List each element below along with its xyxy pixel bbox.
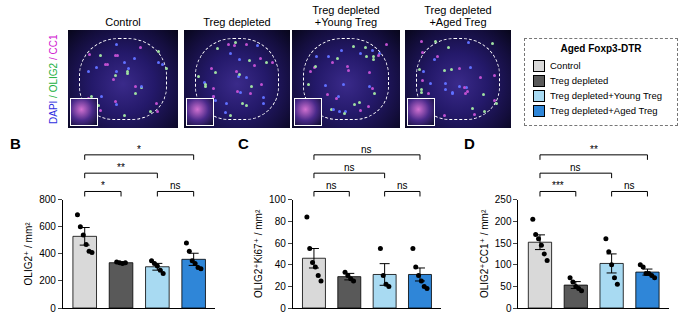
svg-text:200: 200 [495,216,512,227]
svg-text:400: 400 [39,248,56,259]
svg-text:40: 40 [275,259,287,270]
svg-text:D: D [464,135,475,152]
svg-text:**: ** [117,162,125,173]
svg-text:ns: ns [397,180,408,191]
svg-text:*: * [137,144,141,155]
svg-text:0: 0 [50,303,56,314]
svg-text:ns: ns [344,162,355,173]
svg-text:OLIG2⁺Ki67⁺ / mm²: OLIG2⁺Ki67⁺ / mm² [253,209,264,298]
svg-text:600: 600 [39,221,56,232]
html-text:Treg depleted: Treg depleted [424,4,492,16]
html-text:Treg depleted: Treg depleted [312,4,380,16]
svg-text:ns: ns [326,180,337,191]
html-text:DAPI: DAPI [48,100,59,124]
svg-text:OLIG2⁺CC1⁺ / mm²: OLIG2⁺CC1⁺ / mm² [479,209,490,298]
svg-text:ns: ns [170,180,181,191]
svg-text:20: 20 [275,281,287,292]
svg-text:**: ** [590,144,598,155]
svg-text:200: 200 [39,275,56,286]
html-text:+Young Treg: +Young Treg [314,16,378,28]
html-text:Treg depleted+Young Treg: Treg depleted+Young Treg [550,90,663,101]
svg-text:C: C [238,135,249,152]
svg-text:*: * [101,180,105,191]
svg-text:60: 60 [275,238,287,249]
svg-text:0: 0 [280,303,286,314]
svg-text:***: *** [552,180,564,191]
svg-text:ns: ns [570,162,581,173]
svg-text:ns: ns [624,180,635,191]
svg-text:100: 100 [269,194,286,205]
svg-text:50: 50 [500,281,512,292]
html-text:OLIG2: OLIG2 [48,62,59,93]
svg-text:OLIG2⁺ / mm²: OLIG2⁺ / mm² [23,222,34,286]
svg-text:250: 250 [495,194,512,205]
html-text:CC1: CC1 [48,34,59,55]
svg-text:100: 100 [495,259,512,270]
svg-text:B: B [10,135,21,152]
html-text:Aged Foxp3-DTR: Aged Foxp3-DTR [560,43,642,54]
svg-text:800: 800 [39,194,56,205]
svg-text:80: 80 [275,216,287,227]
html-text:Treg depleted+Aged Treg: Treg depleted+Aged Treg [550,105,658,116]
svg-text:150: 150 [495,238,512,249]
html-text:Treg depleted: Treg depleted [203,16,271,28]
html-text:+Aged Treg: +Aged Treg [429,16,487,28]
svg-text:ns: ns [361,144,372,155]
svg-text:0: 0 [506,303,512,314]
html-text:Control: Control [105,16,141,28]
html-text:Control: Control [550,60,581,71]
html-text:Treg depleted: Treg depleted [550,75,609,86]
